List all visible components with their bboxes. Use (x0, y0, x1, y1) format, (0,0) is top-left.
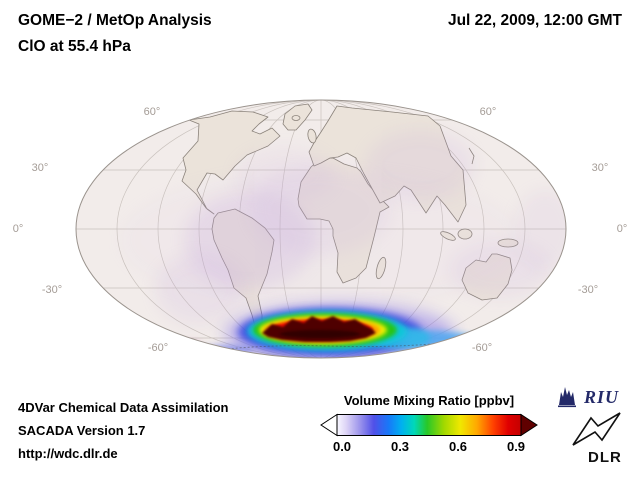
north-america (181, 110, 281, 215)
dlr-logo: DLR (570, 412, 632, 470)
credit-line-url: http://wdc.dlr.de (18, 446, 118, 461)
british-isles (307, 128, 317, 144)
lat-label-30n-right: 30° (591, 162, 609, 174)
dlr-logo-text: DLR (588, 449, 622, 466)
clo-vortex-maximum (178, 304, 495, 358)
colorbar-scale (320, 413, 538, 437)
lat-label-0-left: 0° (12, 223, 24, 235)
timestamp: Jul 22, 2009, 12:00 GMT (447, 12, 622, 29)
riu-logo-text: RIU (584, 386, 620, 407)
colorbar-tick-2: 0.6 (448, 439, 468, 454)
colorbar-title: Volume Mixing Ratio [ppbv] (343, 393, 515, 408)
colorbar-underflow-arrow (320, 413, 338, 437)
iceland (291, 115, 301, 121)
antarctica-coast (199, 341, 453, 353)
credit-line-version: SACADA Version 1.7 (18, 423, 146, 438)
lat-label-30s-left: -30° (41, 284, 63, 296)
credits-block: 4DVar Chemical Data Assimilation SACADA … (18, 396, 229, 465)
lat-label-60n-left: 60° (143, 106, 161, 118)
riu-spires-icon (558, 387, 576, 408)
map-outline (75, 99, 567, 359)
colorbar-gradient (336, 414, 522, 436)
lat-label-0-right: 0° (616, 223, 628, 235)
lat-label-60s-left: -60° (147, 342, 169, 354)
lat-label-60n-right: 60° (479, 106, 497, 118)
lat-label-30n-left: 30° (31, 162, 49, 174)
clo-haze-layer (120, 130, 566, 325)
dlr-emblem-icon (572, 412, 621, 446)
page-title: GOME−2 / MetOp Analysis (18, 12, 212, 29)
riu-logo: RIU (558, 383, 632, 411)
lat-label-30s-right: -30° (577, 284, 599, 296)
colorbar-tick-3: 0.9 (506, 439, 526, 454)
lat-label-60s-right: -60° (471, 342, 493, 354)
colorbar: Volume Mixing Ratio [ppbv] (320, 393, 538, 459)
colorbar-tick-0: 0.0 (332, 439, 352, 454)
colorbar-overflow-arrow (520, 413, 538, 437)
page-subtitle: ClO at 55.4 hPa (18, 38, 131, 55)
colorbar-tick-1: 0.3 (390, 439, 410, 454)
credit-line-assimilation: 4DVar Chemical Data Assimilation (18, 400, 229, 415)
